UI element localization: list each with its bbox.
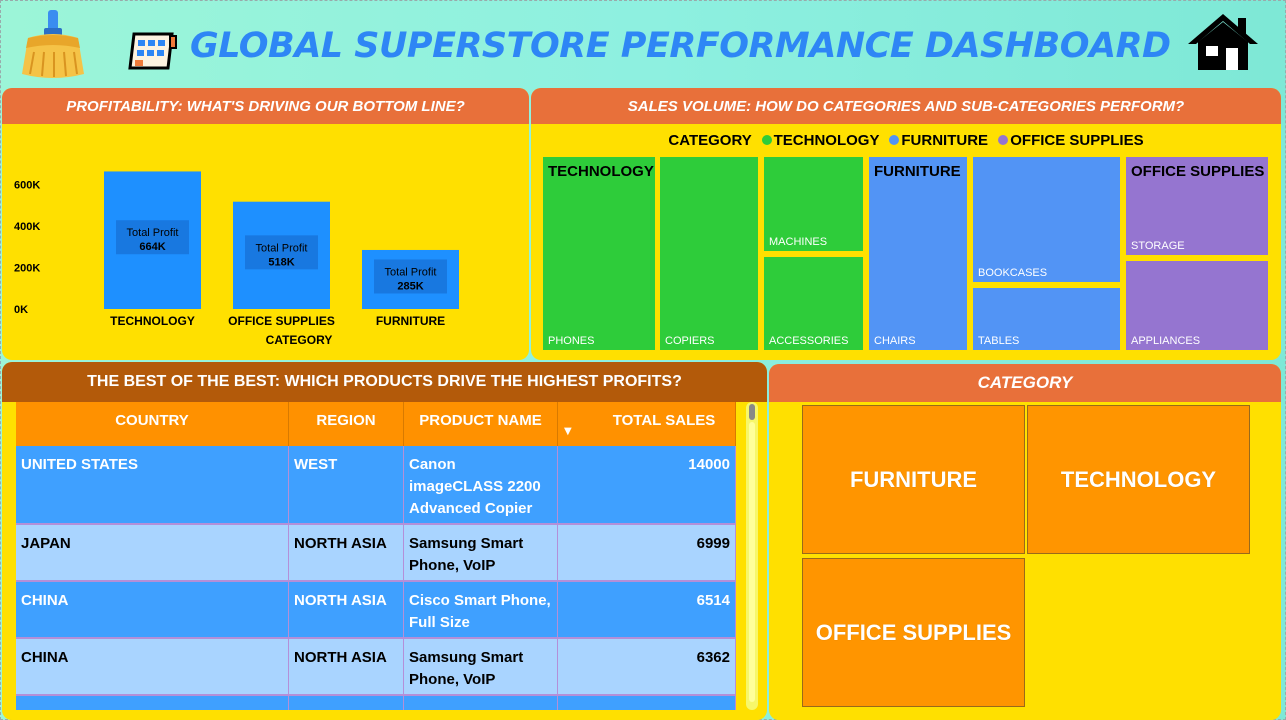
table-row[interactable]: CHINA NORTH ASIA Cisco Smart Phone, Full… <box>16 582 736 639</box>
x-axis-title: CATEGORY <box>266 333 333 347</box>
y-tick-label: 600K <box>14 180 40 192</box>
table-scrollbar-bar[interactable] <box>749 422 755 702</box>
bar-tooltip-box <box>245 235 318 270</box>
cell-country: CHINA <box>16 639 289 694</box>
profitability-panel: PROFITABILITY: WHAT'S DRIVING OUR BOTTOM… <box>2 88 529 360</box>
broom-icon[interactable] <box>14 8 92 80</box>
y-tick-label: 400K <box>14 221 40 233</box>
column-header-product-name[interactable]: PRODUCT NAME <box>404 402 558 446</box>
tile-label-phones: PHONES <box>548 335 595 347</box>
home-icon[interactable] <box>1186 10 1260 74</box>
tile-label-appliances: APPLIANCES <box>1131 335 1201 347</box>
profit-bar-chart: 0K 200K 400K 600K Total Profit 664K TECHNOLOGY… <box>14 171 459 347</box>
cell-region: NORTH ASIA <box>289 639 404 694</box>
bar-value-label: 518K <box>268 256 294 268</box>
x-tick-label: OFFICE SUPPLIES <box>228 314 335 328</box>
x-tick-label: TECHNOLOGY <box>110 314 195 328</box>
column-header-region[interactable]: REGION <box>289 402 404 446</box>
tile-tables[interactable]: TABLES <box>973 288 1120 350</box>
legend-item-office-supplies[interactable]: OFFICE SUPPLIES <box>1010 132 1144 149</box>
bar-value-label: 285K <box>397 280 423 292</box>
tile-label-bookcases: BOOKCASES <box>978 267 1048 279</box>
tile-label-storage: STORAGE <box>1131 240 1185 252</box>
legend-dot-furniture <box>889 135 900 145</box>
tile-category-technology: TECHNOLOGY <box>548 163 654 180</box>
table-row[interactable]: CHINA NORTH ASIA Samsung Smart Phone, Vo… <box>16 639 736 696</box>
top-products-title: THE BEST OF THE BEST: WHICH PRODUCTS DRI… <box>2 362 767 402</box>
column-header-country[interactable]: COUNTRY <box>16 402 289 446</box>
tile-phones[interactable]: TECHNOLOGY PHONES <box>543 157 655 350</box>
legend-item-furniture[interactable]: FURNITURE <box>901 132 989 149</box>
legend-title: CATEGORY <box>668 132 752 149</box>
sales-volume-panel: SALES VOLUME: HOW DO CATEGORIES AND SUB-… <box>531 88 1281 360</box>
bar-tooltip-box <box>374 259 447 294</box>
table-header-row: COUNTRY REGION PRODUCT NAME TOTAL SALES <box>16 402 736 446</box>
bar-tooltip-label: Total Profit <box>385 266 437 278</box>
page-title: GLOBAL SUPERSTORE PERFORMANCE DASHBOARD <box>190 26 1171 66</box>
top-products-panel: THE BEST OF THE BEST: WHICH PRODUCTS DRI… <box>2 362 767 720</box>
cell-sales: 6999 <box>558 525 736 580</box>
tile-label-machines: MACHINES <box>769 236 828 248</box>
bar-tooltip-box <box>116 220 189 255</box>
dashboard-header: GLOBAL SUPERSTORE PERFORMANCE DASHBOARD <box>0 0 1286 86</box>
tile-accessories[interactable]: ACCESSORIES <box>764 257 863 350</box>
tile-label-accessories: ACCESSORIES <box>769 335 849 347</box>
column-header-total-sales[interactable]: TOTAL SALES <box>558 402 736 446</box>
tile-chairs[interactable]: FURNITURE CHAIRS <box>869 157 967 350</box>
tile-category-office-supplies: OFFICE SUPPLIES <box>1131 163 1265 180</box>
building-icon <box>128 32 177 70</box>
cell-country: UNITED STATES <box>16 446 289 523</box>
sort-descending-icon[interactable]: ▼ <box>564 426 572 437</box>
cell-country: CHINA <box>16 582 289 637</box>
legend-item-technology[interactable]: TECHNOLOGY <box>773 132 880 149</box>
cell-sales: 14000 <box>558 446 736 523</box>
tile-appliances[interactable]: APPLIANCES <box>1126 261 1268 350</box>
table-row[interactable]: UNITED STATES WEST Canon imageCLASS 2200… <box>16 446 736 525</box>
tile-label-chairs: CHAIRS <box>874 335 916 347</box>
tile-label-tables: TABLES <box>978 335 1020 347</box>
legend-dot-technology <box>761 135 772 145</box>
tile-category-furniture: FURNITURE <box>874 163 961 180</box>
category-legend: CATEGORY TECHNOLOGY FURNITURE OFFICE SUP… <box>531 132 1281 149</box>
bar-tooltip-label: Total Profit <box>256 242 308 254</box>
category-slicer-panel: CATEGORY FURNITURE TECHNOLOGY OFFICE SUP… <box>769 364 1281 720</box>
tile-label-copiers: COPIERS <box>665 335 715 347</box>
y-tick-label: 0K <box>14 304 28 316</box>
cell-sales: 6514 <box>558 582 736 637</box>
cell-region: NORTH ASIA <box>289 582 404 637</box>
slicer-option-furniture[interactable]: FURNITURE <box>802 405 1025 554</box>
slicer-option-technology[interactable]: TECHNOLOGY <box>1027 405 1250 554</box>
cell-product: Samsung Smart Phone, VoIP <box>404 525 558 580</box>
cell-region: WEST <box>289 446 404 523</box>
cell-sales: 6362 <box>558 639 736 694</box>
profitability-title: PROFITABILITY: WHAT'S DRIVING OUR BOTTOM… <box>2 88 529 124</box>
top-products-table[interactable]: COUNTRY REGION PRODUCT NAME TOTAL SALES … <box>16 402 736 710</box>
cell-country: JAPAN <box>16 525 289 580</box>
tile-storage[interactable]: OFFICE SUPPLIES STORAGE <box>1126 157 1268 255</box>
y-tick-label: 200K <box>14 263 40 275</box>
cell-product: Samsung Smart Phone, VoIP <box>404 639 558 694</box>
tile-copiers[interactable]: COPIERS <box>660 157 758 350</box>
cell-product: Canon imageCLASS 2200 Advanced Copier <box>404 446 558 523</box>
table-row-partial[interactable] <box>16 696 736 710</box>
table-row[interactable]: JAPAN NORTH ASIA Samsung Smart Phone, Vo… <box>16 525 736 582</box>
slicer-option-office-supplies[interactable]: OFFICE SUPPLIES <box>802 558 1025 707</box>
x-tick-label: FURNITURE <box>376 314 445 328</box>
bar-tooltip-label: Total Profit <box>127 227 179 239</box>
table-scrollbar-thumb[interactable] <box>749 404 755 420</box>
legend-dot-office-supplies <box>998 135 1009 145</box>
bar-value-label: 664K <box>139 241 165 253</box>
tile-machines[interactable]: MACHINES <box>764 157 863 251</box>
cell-region: NORTH ASIA <box>289 525 404 580</box>
sales-volume-title: SALES VOLUME: HOW DO CATEGORIES AND SUB-… <box>531 88 1281 124</box>
cell-product: Cisco Smart Phone, Full Size <box>404 582 558 637</box>
tile-bookcases[interactable]: BOOKCASES <box>973 157 1120 282</box>
category-slicer-title: CATEGORY <box>769 364 1281 402</box>
